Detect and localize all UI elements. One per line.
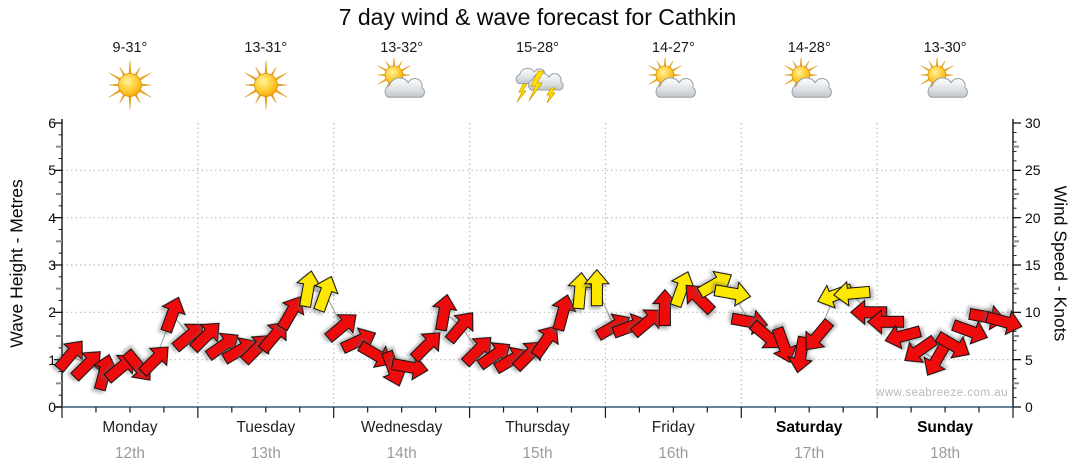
y-left-tick-label: 5 xyxy=(48,162,56,179)
day-name-label: Sunday xyxy=(917,419,974,436)
wind-arrow xyxy=(160,296,186,334)
y-right-tick-label: 20 xyxy=(1025,209,1041,226)
sunny-icon xyxy=(108,60,152,110)
wind-arrow xyxy=(985,310,1023,336)
wind-arrow xyxy=(951,319,989,345)
page-title: 7 day wind & wave forecast for Cathkin xyxy=(338,4,737,30)
day-weather-icon xyxy=(782,55,836,112)
y-left-tick-label: 4 xyxy=(48,209,56,226)
wind-arrow xyxy=(357,340,393,368)
y-left-tick-label: 1 xyxy=(48,351,56,368)
day-temp-range: 13-32° xyxy=(380,40,424,56)
wind-arrow xyxy=(583,268,610,307)
wind-arrow xyxy=(257,321,287,355)
partly-cloudy-icon xyxy=(377,55,425,98)
wind-arrow xyxy=(431,293,458,332)
wind-arrow xyxy=(713,281,752,307)
sunny-icon xyxy=(244,60,288,110)
y-left-tick-label: 6 xyxy=(48,115,56,131)
day-temp-range: 15-28° xyxy=(516,40,559,56)
day-name-label: Monday xyxy=(102,419,158,436)
day-temp-range: 9-31° xyxy=(112,40,148,56)
y-right-tick-label: 15 xyxy=(1025,257,1041,273)
wind-arrow xyxy=(444,312,474,345)
day-name-label: Tuesday xyxy=(236,419,296,436)
day-name-label: Wednesday xyxy=(360,419,443,436)
day-weather-icon xyxy=(918,55,972,112)
y-right-tick-label: 30 xyxy=(1025,115,1041,131)
wind-arrow xyxy=(530,325,559,360)
y-axis-left-title: Wave Height - Metres xyxy=(6,179,27,348)
wind-arrow xyxy=(324,314,357,343)
wind-arrow xyxy=(54,340,83,373)
y-left-tick-label: 2 xyxy=(48,304,56,321)
day-date-label: 13th xyxy=(250,445,281,462)
wind-arrow xyxy=(629,309,663,339)
day-weather-icon xyxy=(239,58,293,112)
partly-cloudy-icon xyxy=(920,55,969,98)
day-weather-icon xyxy=(103,58,157,112)
day-weather-icon xyxy=(646,55,700,112)
y-right-tick-label: 25 xyxy=(1025,162,1041,179)
wind-arrow xyxy=(771,326,798,364)
wind-arrow xyxy=(904,334,939,363)
y-left-tick-label: 0 xyxy=(48,399,56,415)
day-temp-range: 13-30° xyxy=(923,40,967,56)
day-date-label: 16th xyxy=(658,445,689,462)
wind-arrow xyxy=(866,308,905,335)
day-date-label: 17th xyxy=(794,445,825,462)
day-date-label: 18th xyxy=(929,445,961,462)
day-weather-icon xyxy=(375,55,429,112)
wind-arrow xyxy=(551,294,577,332)
day-name-label: Saturday xyxy=(776,419,843,436)
day-temp-range: 14-27° xyxy=(651,40,695,56)
wind-arrow xyxy=(833,280,871,307)
wind-arrow xyxy=(276,296,305,332)
day-temp-range: 13-31° xyxy=(244,40,288,56)
wind-arrow xyxy=(805,317,835,351)
day-date-label: 14th xyxy=(386,445,417,462)
day-name-label: Friday xyxy=(651,419,695,436)
wind-arrow xyxy=(849,299,888,326)
wind-arrow xyxy=(70,351,101,382)
wind-arrow xyxy=(884,324,923,350)
storm-icon xyxy=(515,67,564,104)
y-left-tick-label: 3 xyxy=(48,257,56,273)
y-right-tick-label: 5 xyxy=(1025,351,1033,368)
partly-cloudy-icon xyxy=(648,55,697,98)
wind-arrow xyxy=(313,275,339,313)
partly-cloudy-icon xyxy=(784,55,833,98)
day-temp-range: 14-28° xyxy=(787,40,831,56)
day-name-label: Thursday xyxy=(505,419,570,436)
wind-arrow xyxy=(934,331,970,359)
day-date-label: 12th xyxy=(114,445,145,462)
wind-arrow xyxy=(188,322,220,354)
wind-arrow xyxy=(138,346,169,378)
day-weather-icon xyxy=(511,58,565,112)
y-right-tick-label: 10 xyxy=(1025,304,1041,321)
y-right-tick-label: 0 xyxy=(1025,399,1033,415)
day-date-label: 15th xyxy=(522,445,553,462)
wind-arrow xyxy=(409,332,441,363)
y-axis-right-title: Wind Speed - Knots xyxy=(1050,185,1071,342)
watermark: www.seabreeze.com.au xyxy=(875,387,1008,399)
